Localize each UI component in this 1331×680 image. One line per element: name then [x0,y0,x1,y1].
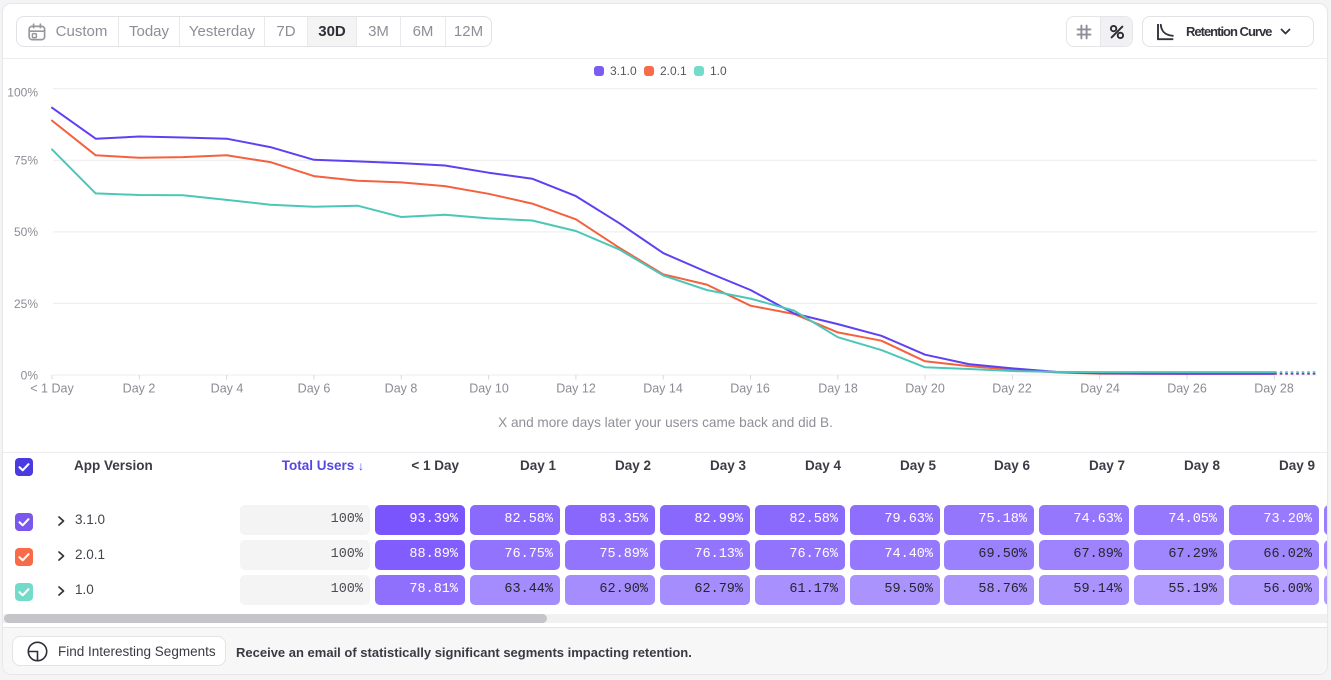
svg-text:Day 28: Day 28 [1254,382,1294,396]
svg-text:< 1 Day: < 1 Day [30,382,74,396]
svg-text:Day 18: Day 18 [818,382,858,396]
svg-text:100%: 100% [7,86,38,100]
svg-text:Day 6: Day 6 [298,382,331,396]
svg-text:Day 22: Day 22 [992,382,1032,396]
svg-text:Day 10: Day 10 [469,382,509,396]
svg-text:Day 20: Day 20 [905,382,945,396]
svg-text:Day 26: Day 26 [1167,382,1207,396]
svg-text:Day 8: Day 8 [385,382,418,396]
svg-text:Day 12: Day 12 [556,382,596,396]
svg-text:Day 2: Day 2 [123,382,156,396]
svg-text:Day 14: Day 14 [643,382,683,396]
svg-text:Day 16: Day 16 [730,382,770,396]
svg-text:Day 4: Day 4 [211,382,244,396]
svg-text:25%: 25% [14,297,38,311]
svg-text:75%: 75% [14,154,38,168]
svg-text:Day 24: Day 24 [1080,382,1120,396]
svg-text:50%: 50% [14,225,38,239]
svg-text:0%: 0% [21,368,39,382]
